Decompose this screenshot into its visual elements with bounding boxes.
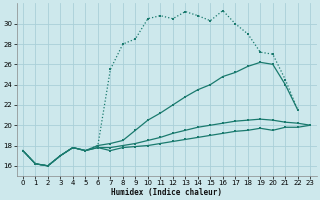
X-axis label: Humidex (Indice chaleur): Humidex (Indice chaleur) <box>111 188 222 197</box>
